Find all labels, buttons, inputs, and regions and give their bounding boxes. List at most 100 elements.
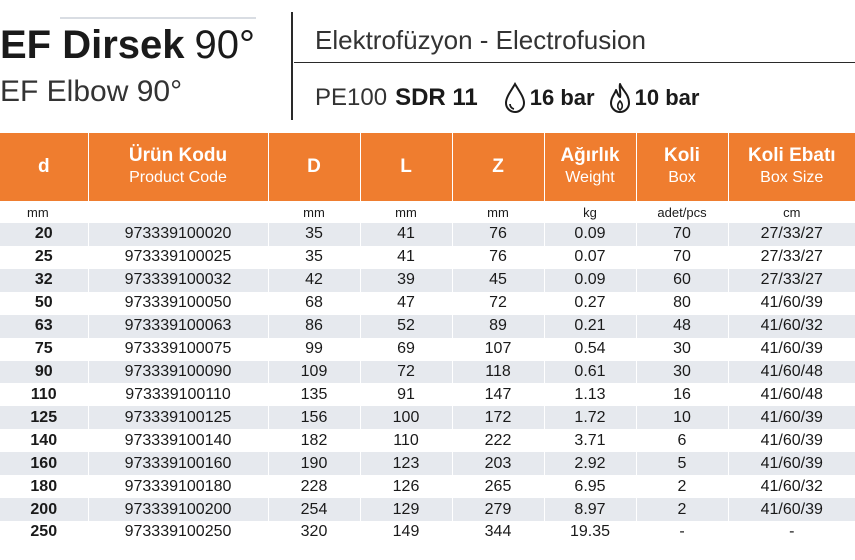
sdr-rating: SDR 11 [395,84,478,111]
table-cell: 80 [635,291,728,315]
table-row: 63 973339100063 86 52 89 0.21 48 41/60/32 [0,314,855,338]
table-cell: 320 [267,520,360,544]
nominal-diameter-cell: 200 [0,498,88,521]
gas-pressure: 10 bar [634,85,700,110]
table-cell: 973339100110 [87,383,268,407]
table-row: 160 973339100160 190 123 203 2.92 5 41/60/39 [0,452,855,476]
table-cell: - [727,520,855,544]
table-header-row: d Ürün Kodu Product Code D L Z Ağırlık Weight Ko… [0,133,855,201]
nominal-diameter-cell: 140 [0,429,88,453]
table-cell: 39 [359,268,452,292]
column-header-label: Koli Ebatı [747,145,836,166]
table-cell: 30 [635,337,728,361]
table-row: 110 973339100110 135 91 147 1.13 16 41/60/48 [0,383,855,407]
water-pressure: 16 bar [529,85,595,110]
table-cell: 149 [359,520,452,544]
nominal-diameter-cell: 110 [0,383,88,407]
unit-cell: mm [359,201,452,223]
table-cell: 973339100063 [87,314,268,338]
table-cell: 89 [451,314,544,338]
table-cell: 973339100050 [87,291,268,315]
table-row: 180 973339100180 228 126 265 6.95 2 41/60/32 [0,475,855,499]
table-row: 125 973339100125 156 100 172 1.72 10 41/60/39 [0,406,855,430]
table-cell: 1.72 [543,406,636,430]
table-cell: 69 [359,337,452,361]
table-row: 25 973339100025 35 41 76 0.07 70 27/33/27 [0,245,855,269]
column-header-label: Koli [664,145,700,166]
table-cell: 973339100180 [87,475,268,499]
column-header-sublabel: Weight [565,169,615,186]
table-cell: 60 [635,268,728,292]
column-header: Z [451,133,544,201]
table-row: 250 973339100250 320 149 344 19.35- - [0,520,855,544]
table-cell: 16 [635,383,728,407]
table-cell: 41/60/32 [727,475,855,499]
table-cell: 203 [451,452,544,476]
table-cell: 27/33/27 [727,245,855,269]
unit-cell: mm [27,204,49,220]
table-cell: 118 [451,360,544,384]
table-cell: 6 [635,429,728,453]
table-cell: 107 [451,337,544,361]
pressure-specs: PE100 SDR 11 16 bar 10 bar [315,80,699,116]
table-row: 90 973339100090 109 72 118 0.61 30 41/60/48 [0,360,855,384]
nominal-diameter-cell: 75 [0,337,88,361]
column-header: L [359,133,452,201]
joining-process: Elektrofüzyon - Electrofusion [315,25,646,55]
title-accent-line [60,17,256,19]
nominal-diameter-cell: 32 [0,268,88,292]
table-cell: 156 [267,406,360,430]
table-cell: 973339100125 [87,406,268,430]
column-header-sublabel: Box Size [760,169,824,186]
unit-cell: mm [267,201,360,223]
table-cell: 973339100200 [87,498,268,521]
table-cell: 126 [359,475,452,499]
table-cell: 973339100020 [87,223,268,246]
table-cell: 2 [635,475,728,499]
table-cell: 10 [635,406,728,430]
table-row: 20 973339100020 35 41 76 0.09 70 27/33/27 [0,223,855,246]
unit-cell: cm [727,201,855,223]
nominal-diameter-cell: 63 [0,314,88,338]
material-grade: PE100 [315,84,388,111]
table-cell: 0.21 [543,314,636,338]
table-row: 140 973339100140 182 110 222 3.71 6 41/60/39 [0,429,855,453]
table-cell: 99 [267,337,360,361]
table-cell: 973339100160 [87,452,268,476]
table-cell: 222 [451,429,544,453]
unit-cell: kg [543,201,636,223]
table-cell: 41 [359,245,452,269]
nominal-diameter-cell: 50 [0,291,88,315]
table-cell: 86 [267,314,360,338]
table-cell: 68 [267,291,360,315]
table-cell: 76 [451,223,544,246]
nominal-diameter-cell: 25 [0,245,88,269]
dimension-table: d Ürün Kodu Product Code D L Z Ağırlık Weight Ko… [0,133,855,544]
table-cell: 129 [359,498,452,521]
table-cell: - [635,520,728,544]
table-cell: 19.35 [543,520,636,544]
table-cell: 973339100140 [87,429,268,453]
table-cell: 0.61 [543,360,636,384]
table-cell: 41/60/39 [727,498,855,521]
column-header-sublabel: Box [668,169,696,186]
nominal-diameter-cell: 250 [0,520,88,544]
column-header: Ürün Kodu Product Code [87,133,268,201]
table-cell: 2.92 [543,452,636,476]
column-header-label: d [37,156,50,177]
product-header: EF Dirsek 90° EF Elbow 90° Elektrofüzyon … [0,0,855,130]
table-cell: 110 [359,429,452,453]
column-header: d [0,133,88,201]
table-cell: 41/60/48 [727,360,855,384]
table-cell: 973339100032 [87,268,268,292]
table-cell: 48 [635,314,728,338]
table-cell: 3.71 [543,429,636,453]
table-cell: 41/60/39 [727,406,855,430]
table-cell: 41/60/39 [727,291,855,315]
table-cell: 41 [359,223,452,246]
water-drop-icon [504,82,525,113]
table-cell: 41/60/39 [727,337,855,361]
table-cell: 254 [267,498,360,521]
table-cell: 190 [267,452,360,476]
table-cell: 42 [267,268,360,292]
